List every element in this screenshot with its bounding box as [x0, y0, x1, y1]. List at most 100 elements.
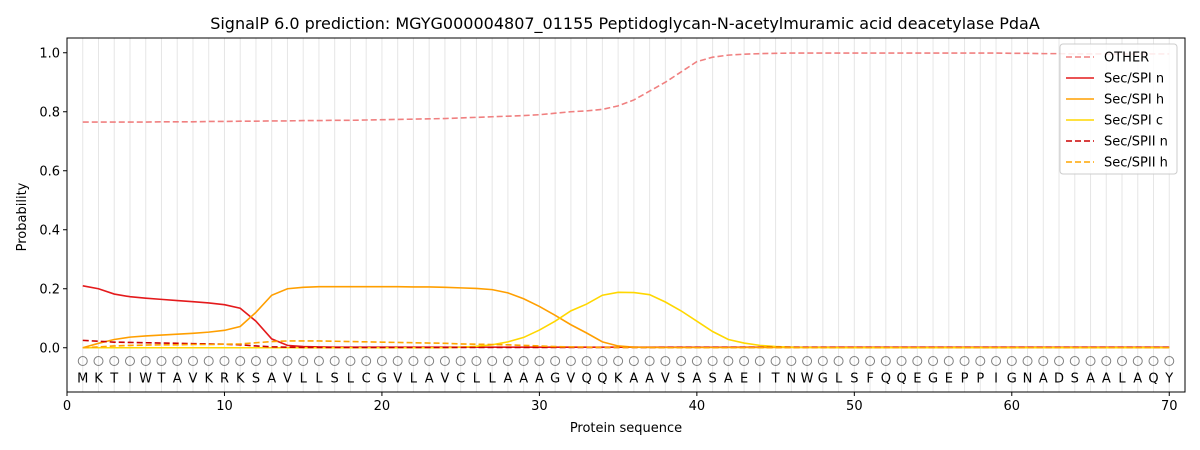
y-axis-ticks: 0.0 0.2 0.4 0.6 0.8 1.0	[39, 46, 67, 356]
residue-label: S	[708, 371, 716, 386]
residue-marker	[975, 356, 986, 367]
residue-label: W	[139, 371, 152, 386]
residue-label: A	[1039, 371, 1048, 386]
residue-marker	[172, 356, 183, 367]
x-tick-label: 40	[689, 399, 706, 414]
residue-label: D	[1054, 371, 1064, 386]
legend-label: Sec/SPI c	[1104, 114, 1163, 129]
residue-label: V	[440, 371, 449, 386]
residue-marker	[802, 356, 813, 367]
residue-label: E	[913, 371, 921, 386]
x-tick-label: 50	[846, 399, 863, 414]
residue-marker	[408, 356, 419, 367]
residue-marker	[1038, 356, 1049, 367]
residue-marker	[833, 356, 844, 367]
residue-label: M	[77, 371, 88, 386]
residue-marker	[581, 356, 592, 367]
y-tick-label: 1.0	[39, 46, 60, 61]
residue-marker	[613, 356, 624, 367]
residue-marker	[707, 356, 718, 367]
residue-label: A	[724, 371, 733, 386]
residue-marker	[1006, 356, 1017, 367]
residue-label: S	[252, 371, 260, 386]
y-tick-label: 0.2	[39, 282, 60, 297]
residue-label: A	[645, 371, 654, 386]
x-tick-label: 30	[531, 399, 548, 414]
residue-marker	[849, 356, 860, 367]
residue-marker	[676, 356, 687, 367]
x-tick-label: 10	[216, 399, 233, 414]
residue-marker	[1085, 356, 1096, 367]
residue-marker	[502, 356, 513, 367]
residue-marker	[1101, 356, 1112, 367]
residue-marker	[455, 356, 466, 367]
residue-marker	[754, 356, 765, 367]
residue-marker	[250, 356, 261, 367]
residue-marker	[471, 356, 482, 367]
residue-label: I	[128, 371, 132, 386]
legend: OTHER Sec/SPI n Sec/SPI h Sec/SPI c Sec/SPII…	[1059, 43, 1178, 175]
residue-marker	[345, 356, 356, 367]
residue-label: E	[740, 371, 748, 386]
residue-label: K	[204, 371, 213, 386]
residue-label: I	[758, 371, 762, 386]
x-tick-label: 20	[374, 399, 391, 414]
residue-label: G	[377, 371, 387, 386]
residue-marker	[1148, 356, 1159, 367]
residue-label: Q	[1148, 371, 1158, 386]
residue-marker	[660, 356, 671, 367]
legend-label: Sec/SPII n	[1104, 135, 1168, 150]
series-line-sec-spi-n	[82, 285, 1170, 348]
residue-label: Q	[896, 371, 906, 386]
x-axis-ticks: 0 10 20 30 40 50 60 70	[63, 392, 1178, 414]
residue-marker	[770, 356, 781, 367]
y-axis-label: Probability	[15, 182, 30, 251]
residue-label: E	[945, 371, 953, 386]
residue-label: C	[362, 371, 371, 386]
residue-marker	[928, 356, 939, 367]
residue-marker	[329, 356, 340, 367]
residue-label: A	[173, 371, 182, 386]
residue-marker	[959, 356, 970, 367]
residue-label: V	[661, 371, 670, 386]
residue-marker	[739, 356, 750, 367]
residue-label: V	[189, 371, 198, 386]
residue-marker	[644, 356, 655, 367]
x-tick-label: 0	[63, 399, 71, 414]
residue-label: P	[976, 371, 984, 386]
residue-marker	[124, 356, 135, 367]
residue-marker	[1054, 356, 1065, 367]
residue-label: L	[1118, 371, 1126, 386]
residue-label: S	[850, 371, 858, 386]
residue-marker	[943, 356, 954, 367]
residue-marker	[203, 356, 214, 367]
residue-label: A	[629, 371, 638, 386]
residue-label: A	[519, 371, 528, 386]
residue-label: A	[1086, 371, 1095, 386]
residue-marker	[1132, 356, 1143, 367]
series-lines	[82, 52, 1170, 349]
residue-label: T	[157, 371, 166, 386]
residue-label: N	[1023, 371, 1033, 386]
residue-marker	[550, 356, 561, 367]
residue-marker	[991, 356, 1002, 367]
series-line-sec-spi-c	[82, 291, 1170, 349]
residue-label: G	[928, 371, 938, 386]
residue-label: S	[1071, 371, 1079, 386]
residue-marker	[376, 356, 387, 367]
residue-label: T	[771, 371, 780, 386]
residue-marker	[786, 356, 797, 367]
residue-marker	[392, 356, 403, 367]
residue-marker	[266, 356, 277, 367]
residue-label: L	[347, 371, 355, 386]
residue-label: S	[677, 371, 685, 386]
residue-marker	[1069, 356, 1080, 367]
residue-marker	[565, 356, 576, 367]
residue-label: L	[473, 371, 481, 386]
series-line-sec-spi-h	[82, 285, 1170, 349]
residue-marker	[1164, 356, 1175, 367]
residue-label: P	[961, 371, 969, 386]
residue-marker	[77, 356, 88, 367]
